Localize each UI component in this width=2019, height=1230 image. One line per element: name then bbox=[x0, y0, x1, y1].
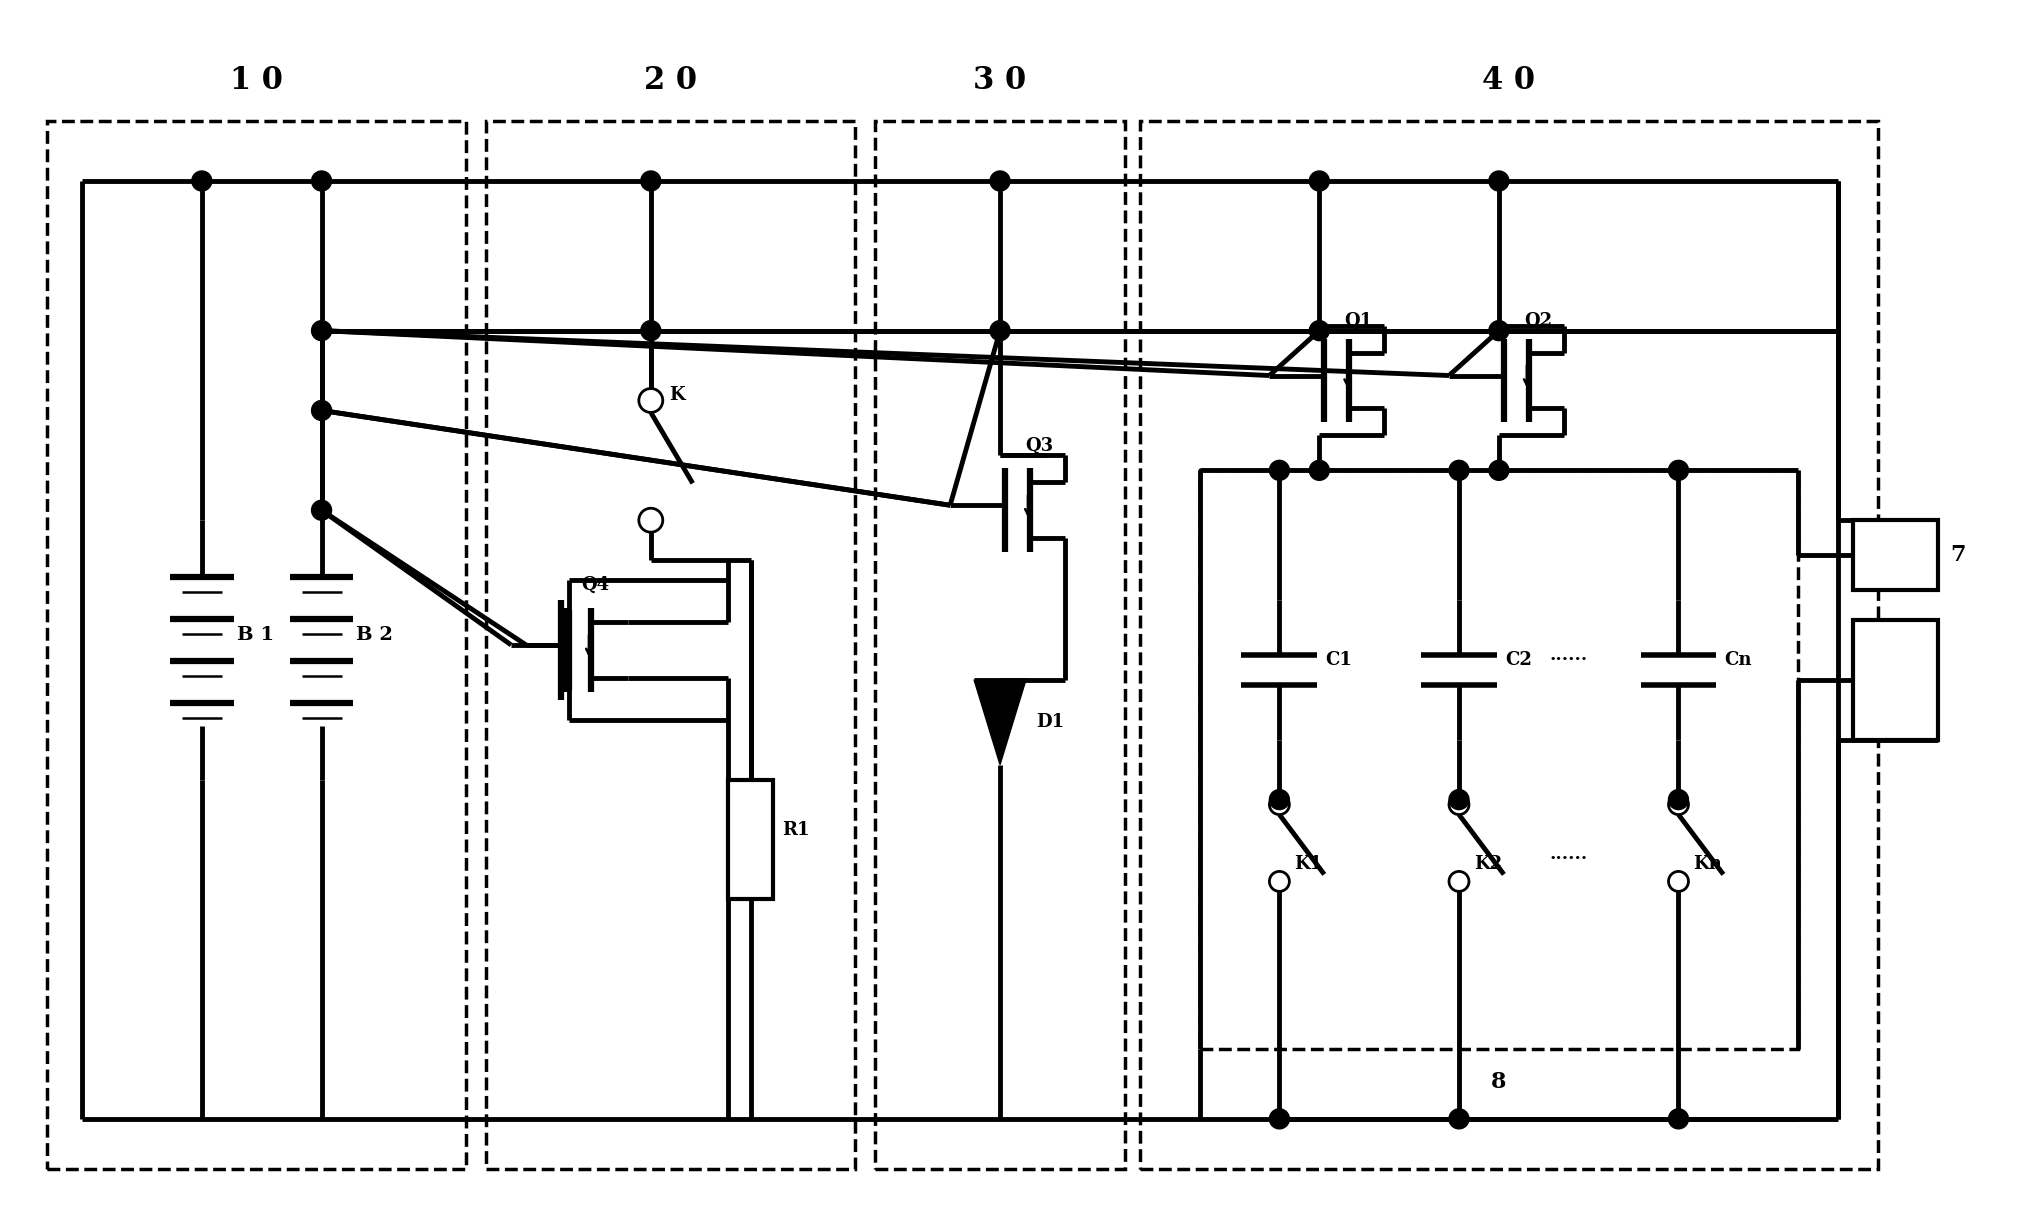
Text: Q4: Q4 bbox=[581, 576, 610, 594]
Text: D1: D1 bbox=[1036, 713, 1064, 732]
Circle shape bbox=[1270, 460, 1290, 480]
Text: ......: ...... bbox=[1551, 646, 1587, 664]
Text: 4 0: 4 0 bbox=[1482, 65, 1534, 96]
Text: B 1: B 1 bbox=[236, 626, 275, 645]
Text: Kn: Kn bbox=[1694, 855, 1722, 873]
Circle shape bbox=[1668, 790, 1688, 809]
Circle shape bbox=[1270, 1109, 1290, 1129]
Circle shape bbox=[1488, 171, 1508, 191]
Bar bbox=[729, 780, 773, 899]
Text: R1: R1 bbox=[783, 820, 810, 839]
Text: B 2: B 2 bbox=[357, 626, 394, 645]
Text: 1 0: 1 0 bbox=[230, 65, 283, 96]
Circle shape bbox=[1308, 460, 1329, 480]
Text: Cn: Cn bbox=[1724, 651, 1752, 669]
Circle shape bbox=[1488, 321, 1508, 341]
Text: C1: C1 bbox=[1324, 651, 1353, 669]
Circle shape bbox=[1668, 460, 1688, 480]
Text: K2: K2 bbox=[1474, 855, 1502, 873]
Text: 2 0: 2 0 bbox=[644, 65, 697, 96]
Circle shape bbox=[989, 321, 1010, 341]
Circle shape bbox=[311, 171, 331, 191]
Circle shape bbox=[989, 171, 1010, 191]
Circle shape bbox=[1308, 171, 1329, 191]
Text: 3 0: 3 0 bbox=[973, 65, 1026, 96]
Text: 8: 8 bbox=[1492, 1071, 1506, 1093]
Text: K: K bbox=[668, 386, 684, 405]
Polygon shape bbox=[973, 680, 1026, 765]
Text: Q3: Q3 bbox=[1026, 437, 1054, 454]
Bar bbox=[1853, 620, 1938, 739]
Circle shape bbox=[311, 321, 331, 341]
Text: 7: 7 bbox=[1950, 544, 1964, 566]
Text: 6: 6 bbox=[1888, 669, 1904, 691]
Circle shape bbox=[640, 321, 660, 341]
Circle shape bbox=[1270, 790, 1290, 809]
Circle shape bbox=[1488, 460, 1508, 480]
Circle shape bbox=[1668, 1109, 1688, 1129]
Circle shape bbox=[1308, 321, 1329, 341]
Circle shape bbox=[640, 171, 660, 191]
Text: Q1: Q1 bbox=[1345, 311, 1373, 330]
Text: Q2: Q2 bbox=[1524, 311, 1553, 330]
Circle shape bbox=[311, 401, 331, 421]
Circle shape bbox=[1450, 460, 1470, 480]
Circle shape bbox=[1450, 1109, 1470, 1129]
Text: C2: C2 bbox=[1504, 651, 1532, 669]
Bar bbox=[1853, 520, 1938, 590]
Text: 5: 5 bbox=[1888, 544, 1904, 566]
Circle shape bbox=[1450, 790, 1470, 809]
Circle shape bbox=[192, 171, 212, 191]
Circle shape bbox=[311, 501, 331, 520]
Text: K1: K1 bbox=[1294, 855, 1322, 873]
Text: ......: ...... bbox=[1551, 845, 1587, 863]
